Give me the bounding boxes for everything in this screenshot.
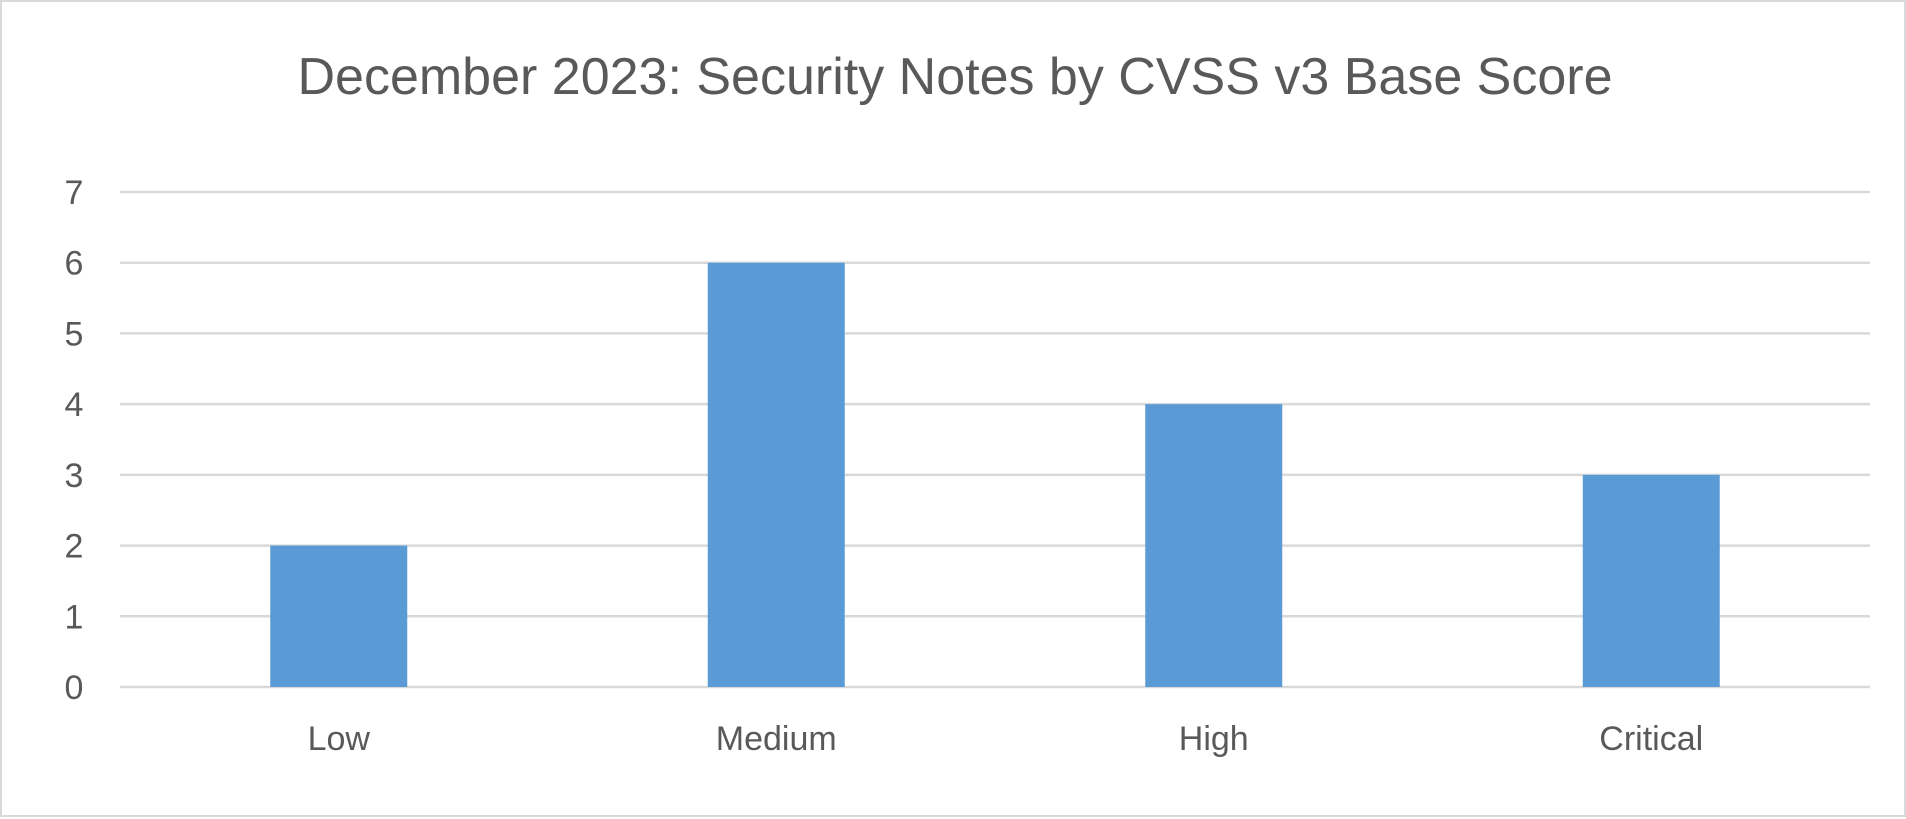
x-category-label: Critical bbox=[1599, 720, 1703, 758]
y-tick-label: 7 bbox=[65, 174, 84, 212]
y-tick-label: 2 bbox=[65, 528, 84, 566]
x-category-label: Medium bbox=[716, 720, 837, 758]
y-tick-label: 6 bbox=[65, 245, 84, 283]
x-category-label: High bbox=[1179, 720, 1249, 758]
x-category-label: Low bbox=[308, 720, 371, 758]
y-tick-label: 3 bbox=[65, 457, 84, 495]
y-tick-label: 1 bbox=[65, 598, 84, 636]
gridlines bbox=[120, 190, 1870, 689]
chart-title: December 2023: Security Notes by CVSS v3… bbox=[297, 48, 1612, 106]
y-tick-label: 5 bbox=[65, 315, 84, 353]
bars bbox=[270, 262, 1720, 687]
bar-low bbox=[270, 545, 408, 687]
y-axis-ticks: 0 1 2 3 4 5 6 7 bbox=[65, 174, 84, 707]
y-tick-label: 4 bbox=[65, 386, 84, 424]
x-axis-categories: Low Medium High Critical bbox=[308, 720, 1704, 758]
bar-medium bbox=[707, 262, 845, 687]
bar-critical bbox=[1582, 474, 1720, 687]
bar-high bbox=[1145, 404, 1283, 687]
y-tick-label: 0 bbox=[65, 669, 84, 707]
